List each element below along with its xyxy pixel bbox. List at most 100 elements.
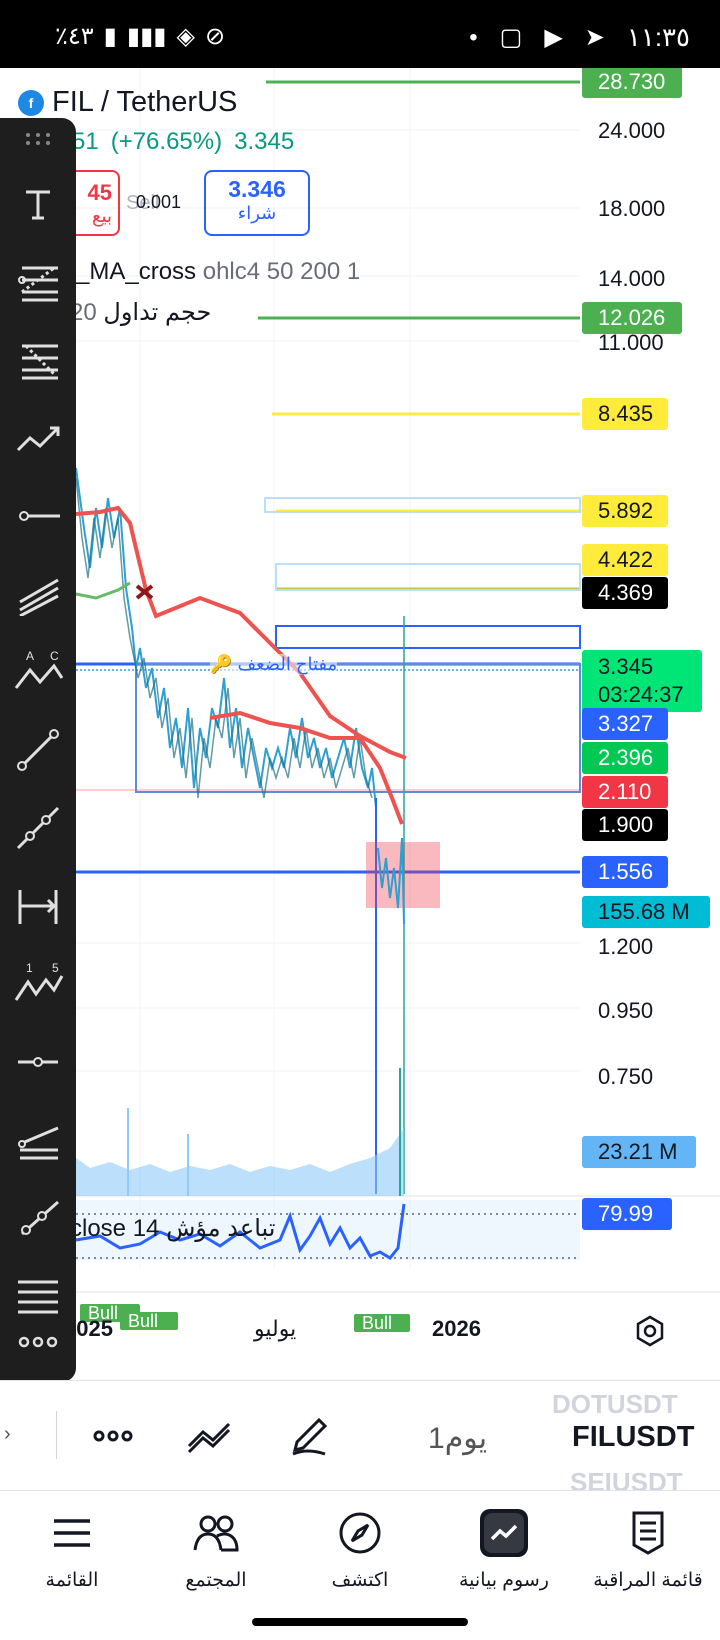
symbol-header[interactable]: f FIL / TetherUS (18, 86, 237, 119)
zone-box (275, 563, 581, 591)
nav-label: قائمة المراقبة (593, 1570, 703, 1591)
zone-box (264, 497, 581, 513)
wifi-icon: ◈ (176, 22, 195, 50)
chart-settings-icon[interactable] (633, 1314, 667, 1348)
fib-retracement-icon[interactable] (10, 254, 66, 310)
price-candles-alt (75, 477, 373, 799)
price-axis-label: 11.000 (598, 330, 664, 355)
nav-explore[interactable]: اكتشف (290, 1509, 430, 1592)
time-label-end: 2026 (432, 1316, 481, 1341)
parallel-channel-icon[interactable] (10, 566, 66, 622)
price-tag-text: 3.327 (598, 711, 654, 736)
prev-symbol[interactable]: DOTUSDT (552, 1389, 678, 1419)
trend-angle-icon[interactable] (10, 410, 66, 466)
drag-handle-icon[interactable] (24, 132, 52, 146)
chart-canvas[interactable] (0, 68, 720, 1380)
sell-button[interactable]: 45 بيع (40, 170, 120, 236)
nav-label: القائمة (45, 1570, 99, 1591)
battery-percent: ٪٤٣ (55, 23, 94, 50)
price-tag: 1.556 (582, 856, 668, 888)
ma-50-segment (75, 581, 131, 600)
price-axis-label: 0.950 (598, 998, 654, 1023)
price-tag: 4.422 (582, 544, 668, 576)
drawing-button[interactable] (284, 1411, 334, 1461)
horizontal-line-icon[interactable] (10, 1034, 66, 1090)
chart-icon (480, 1509, 528, 1557)
symbol-name[interactable]: FIL / TetherUS (52, 86, 238, 118)
compass-icon (336, 1509, 384, 1557)
price-tag: 5.892 (582, 495, 668, 527)
sell-label: بيع (91, 206, 112, 226)
volume-name: حجم تداول (103, 299, 212, 326)
price-tag-text: 155.68 M (598, 899, 690, 924)
ma-200-line (75, 505, 407, 760)
symbol-bar: › 1يوم DOTUSDT FILUSDT SEIUSDT (0, 1380, 720, 1497)
sell-ghost-text: Sell (126, 192, 160, 214)
status-bar: ٪٤٣ ▮ ▮▮▮ ◈ ⊘ • ▢ ▶ ➤ ١١:٣٥ (0, 0, 720, 68)
chevron-right-icon[interactable]: › (4, 1423, 11, 1445)
drawing-label[interactable]: مفتاح الضعف 🔑 (210, 654, 338, 675)
price-tag: 12.026 (582, 302, 682, 334)
pitchfork-icon[interactable] (10, 1112, 66, 1168)
nav-watchlist[interactable]: قائمة المراقبة (578, 1509, 718, 1592)
oscillator-legend[interactable]: تباعد مؤش 14 close (70, 1215, 276, 1242)
price-candles (75, 467, 377, 809)
price-tag-text: 2.396 (598, 745, 654, 770)
interval-selector[interactable]: 1يوم (428, 1422, 488, 1455)
home-indicator[interactable] (252, 1618, 468, 1626)
price-tag: 1.900 (582, 809, 668, 841)
indicators-button[interactable] (184, 1411, 234, 1461)
bull-badge: Bull (354, 1314, 410, 1332)
gann-box-icon[interactable] (10, 1268, 66, 1324)
more-tools-icon[interactable] (10, 1314, 66, 1370)
ma-params: ohlc4 50 200 1 (202, 258, 361, 285)
time-label-mid: يوليو (254, 1316, 297, 1341)
price-tag: 2.396 (582, 742, 668, 774)
fib-extension-icon[interactable] (10, 332, 66, 388)
price-tag-text: 8.435 (598, 401, 654, 426)
change-percent: (+76.65%) (110, 128, 223, 155)
recent-candles (377, 837, 405, 925)
buy-button[interactable]: 3.346 شراء (204, 170, 310, 236)
clock: ١١:٣٥ (626, 22, 690, 52)
watchlist-icon (624, 1509, 672, 1557)
price-tag-text: 4.369 (598, 580, 654, 605)
oscillator-band (76, 1200, 580, 1260)
ma-cross-indicator[interactable]: _MA_cross ohlc4 50 200 1 (76, 258, 360, 286)
date-range-icon[interactable] (10, 878, 66, 934)
extended-line-icon[interactable] (10, 800, 66, 856)
svg-text:5: 5 (52, 961, 59, 975)
price-tag-text: 4.422 (598, 547, 654, 572)
price-tag: 4.369 (582, 577, 668, 609)
nav-menu[interactable]: القائمة (2, 1509, 142, 1592)
chart-area[interactable]: f FIL / TetherUS 51 (+76.65%) 3.345 45 بيع… (0, 68, 720, 1380)
price-tag-text: 12.026 (598, 305, 666, 330)
trend-line-icon[interactable] (10, 722, 66, 778)
price-tag: 79.99 (582, 1198, 672, 1230)
nav-label: رسوم بيانية (459, 1570, 549, 1591)
price-tag: 28.730 (582, 68, 682, 98)
status-right: • ▢ ▶ ➤ ١١:٣٥ (469, 22, 690, 53)
svg-text:A: A (26, 649, 34, 663)
price-axis-label: 14.000 (598, 266, 666, 291)
price-axis-label: 24.000 (598, 118, 666, 143)
more-options-button[interactable] (88, 1411, 138, 1461)
notification-dot-icon: • (469, 23, 478, 51)
price-tag-text: 1.556 (598, 859, 654, 884)
price-tag: 3.327 (582, 708, 668, 740)
nav-community[interactable]: المجتمع (146, 1509, 286, 1592)
text-tool-icon[interactable] (10, 176, 66, 232)
price-tag-text: 2.110 (598, 779, 652, 804)
horizontal-ray-icon[interactable] (10, 488, 66, 544)
nav-label: اكتشف (331, 1570, 389, 1591)
price-tag-text: 79.99 (598, 1201, 654, 1226)
ray-icon[interactable] (10, 1190, 66, 1246)
price-axis-label: 0.750 (598, 1064, 654, 1089)
change-value: 51 (72, 128, 99, 155)
current-symbol[interactable]: FILUSDT (572, 1421, 695, 1453)
volume-indicator[interactable]: حجم تداول 20 (70, 298, 211, 327)
nav-charts[interactable]: رسوم بيانية (434, 1509, 574, 1592)
